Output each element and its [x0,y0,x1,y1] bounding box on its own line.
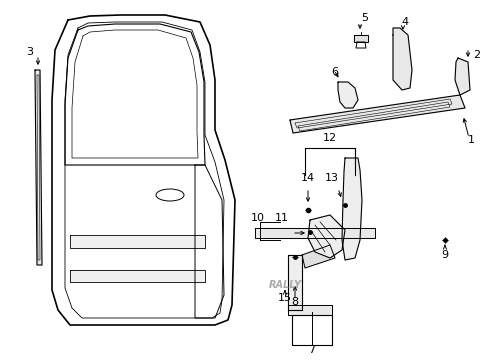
Text: 12: 12 [322,133,336,143]
Text: 5: 5 [361,13,368,23]
Text: 6: 6 [331,67,338,77]
Polygon shape [287,255,302,310]
Text: 7: 7 [308,345,315,355]
Text: 13: 13 [325,173,338,183]
Text: 8: 8 [291,297,298,307]
Text: 14: 14 [300,173,314,183]
Text: 3: 3 [26,47,34,57]
Polygon shape [392,28,411,90]
Polygon shape [337,82,357,108]
Polygon shape [70,235,204,248]
Polygon shape [302,245,334,268]
Polygon shape [70,270,204,282]
Polygon shape [341,158,361,260]
Text: 11: 11 [274,213,288,223]
Polygon shape [289,95,464,133]
Polygon shape [35,70,42,265]
Polygon shape [254,228,374,238]
Text: 2: 2 [472,50,480,60]
Text: RALLY: RALLY [268,280,301,290]
Text: 10: 10 [250,213,264,223]
Text: 9: 9 [441,250,447,260]
Text: 4: 4 [401,17,408,27]
Polygon shape [353,35,367,42]
Polygon shape [307,215,345,258]
Text: 15: 15 [278,293,291,303]
Text: 1: 1 [467,135,473,145]
Polygon shape [454,58,469,95]
Polygon shape [287,305,331,315]
